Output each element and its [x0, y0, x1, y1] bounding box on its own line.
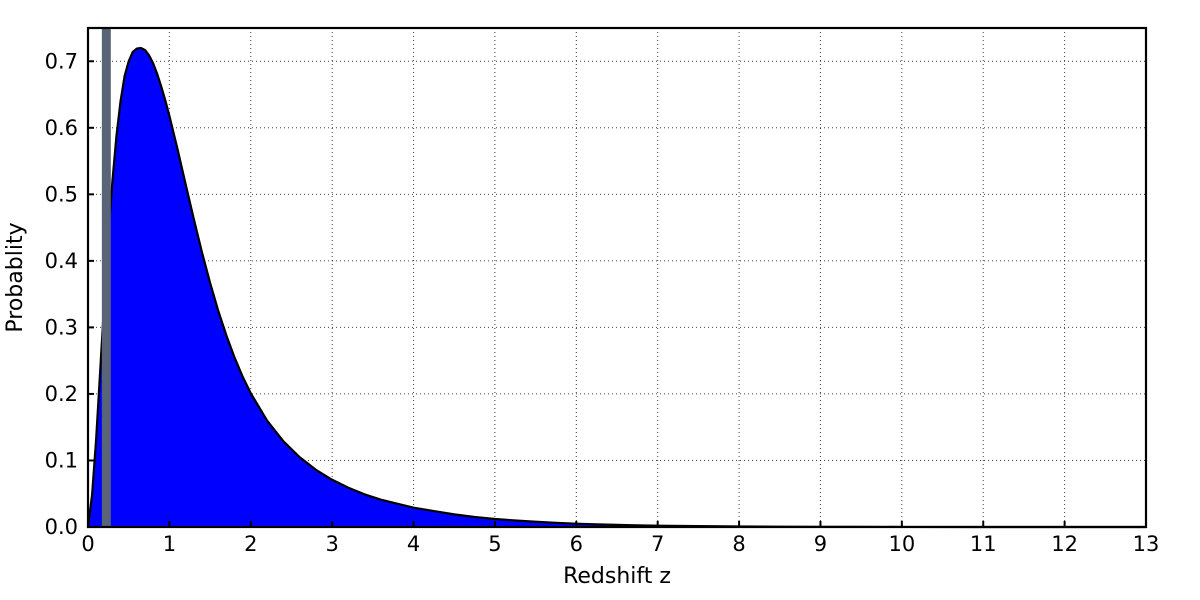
x-axis-title: Redshift z	[563, 564, 671, 589]
y-tick-label: 0.6	[45, 116, 78, 140]
data-series-layer	[86, 46, 1148, 529]
series-outline	[86, 46, 1148, 529]
y-tick-label: 0.3	[45, 315, 78, 339]
vertical-highlight-bands-overlay	[101, 28, 111, 527]
y-tick-label: 0.7	[45, 49, 78, 73]
y-tick-label: 0.5	[45, 182, 78, 206]
y-axis-title: Probablity	[3, 222, 28, 332]
y-tick-label: 0.4	[45, 249, 78, 273]
x-tick-label: 3	[325, 532, 338, 556]
x-tick-label: 6	[570, 532, 583, 556]
x-tick-label: 13	[1133, 532, 1160, 556]
x-tick-label: 1	[163, 532, 176, 556]
plot-frame	[86, 26, 1148, 529]
x-tick-label: 2	[244, 532, 257, 556]
gray-vertical-band	[101, 28, 111, 527]
series-area-fill	[88, 47, 1146, 528]
x-tick-label: 11	[970, 532, 997, 556]
y-tick-label: 0.0	[45, 515, 78, 539]
x-tick-label: 0	[81, 532, 94, 556]
y-tick-label: 0.2	[45, 382, 78, 406]
x-tick-label: 12	[1051, 532, 1078, 556]
x-tick-label: 9	[814, 532, 827, 556]
x-tick-label: 10	[888, 532, 915, 556]
axis-ticks	[87, 60, 1147, 528]
x-tick-label: 4	[407, 532, 420, 556]
y-axis-tick-labels: 0.0 0.1 0.2 0.3 0.4 0.5 0.6 0.7	[45, 49, 78, 539]
x-tick-label: 8	[732, 532, 745, 556]
y-tick-label: 0.1	[45, 448, 78, 472]
x-tick-label: 5	[488, 532, 501, 556]
axes-spines	[86, 26, 1148, 529]
x-axis-tick-labels: 0 1 2 3 4 5 6 7 8 9 10 11 12 13	[81, 532, 1159, 556]
x-tick-label: 7	[651, 532, 664, 556]
